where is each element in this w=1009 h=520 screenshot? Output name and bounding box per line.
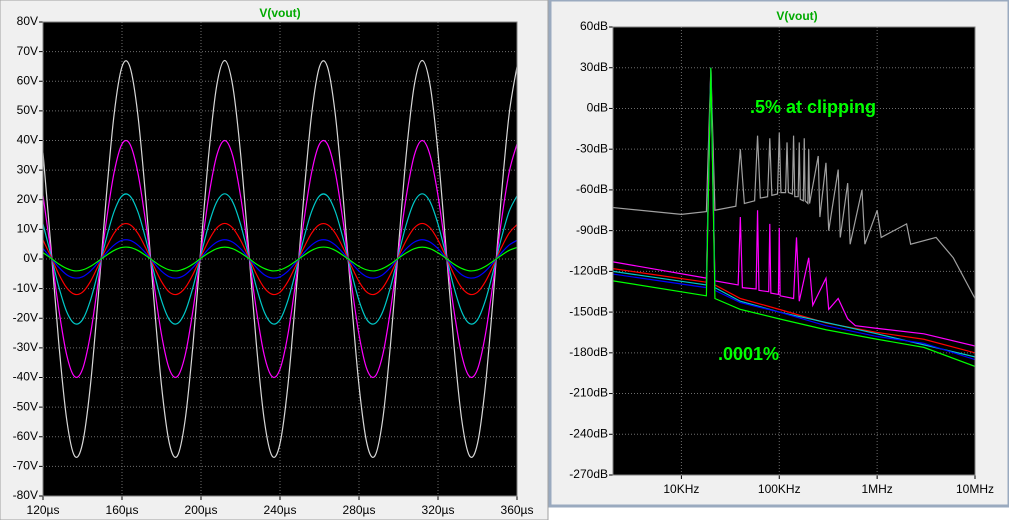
chart-title: V(vout) (776, 9, 817, 23)
y-tick-label: -60V (13, 429, 38, 443)
y-tick-label: -80V (13, 488, 38, 502)
plot-frame (612, 26, 976, 476)
y-tick-label: 30dB (580, 60, 608, 74)
y-tick-label: -60dB (576, 182, 608, 196)
y-tick-label: 0dB (587, 101, 608, 115)
plot-area (613, 27, 975, 475)
y-tick-label: -120dB (569, 264, 608, 278)
y-tick-label: -240dB (569, 426, 608, 440)
y-tick-label: -150dB (569, 304, 608, 318)
x-tick-label: 320µs (422, 503, 455, 517)
series-line (43, 246, 517, 272)
y-tick-label: -40V (13, 370, 38, 384)
y-tick-label: 30V (17, 162, 38, 176)
series-line (613, 67, 975, 299)
series-line (613, 67, 975, 367)
series-line (43, 239, 517, 279)
annotation: .5% at clipping (750, 97, 876, 117)
x-tick-label: 100KHz (758, 482, 801, 496)
x-tick-label: 360µs (501, 503, 534, 517)
y-tick-label: 0V (23, 251, 38, 265)
y-tick-label: -20V (13, 310, 38, 324)
series-line (43, 139, 517, 379)
y-tick-label: -180dB (569, 345, 608, 359)
x-tick-label: 10KHz (663, 482, 699, 496)
x-tick-label: 1MHz (861, 482, 892, 496)
x-tick-label: 120µs (27, 503, 60, 517)
series-line (613, 67, 975, 347)
y-tick-label: -30dB (576, 141, 608, 155)
y-tick-label: 60V (17, 73, 38, 87)
x-tick-label: 10MHz (956, 482, 994, 496)
y-tick-label: -270dB (569, 467, 608, 481)
series-line (43, 193, 517, 325)
y-tick-label: -70V (13, 459, 38, 473)
y-tick-label: 10V (17, 222, 38, 236)
y-tick-label: 70V (17, 44, 38, 58)
y-tick-label: -30V (13, 340, 38, 354)
y-tick-label: 40V (17, 133, 38, 147)
plot-frame (42, 21, 518, 497)
y-tick-label: 60dB (580, 19, 608, 33)
x-tick-label: 240µs (264, 503, 297, 517)
y-tick-label: 20V (17, 192, 38, 206)
y-tick-label: -50V (13, 399, 38, 413)
x-tick-label: 160µs (106, 503, 139, 517)
series-line (43, 59, 517, 459)
y-tick-label: 80V (17, 14, 38, 28)
y-tick-label: -90dB (576, 223, 608, 237)
x-tick-label: 280µs (343, 503, 376, 517)
y-tick-label: 50V (17, 103, 38, 117)
x-tick-label: 200µs (185, 503, 218, 517)
y-tick-label: -10V (13, 281, 38, 295)
y-tick-label: -210dB (569, 386, 608, 400)
series-line (43, 222, 517, 296)
chart-title: V(vout) (259, 6, 300, 20)
annotation: .0001% (718, 344, 779, 364)
